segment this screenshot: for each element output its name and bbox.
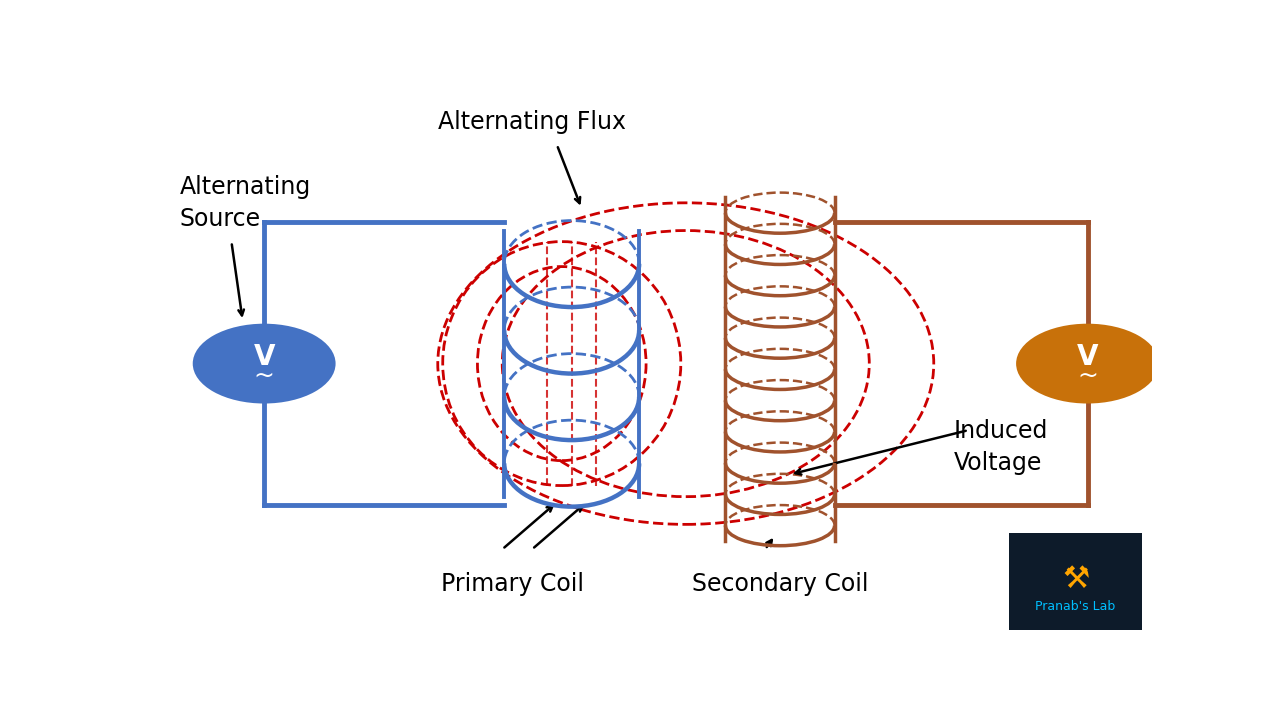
Text: V: V	[253, 343, 275, 371]
Text: ~: ~	[1076, 364, 1098, 388]
Text: Secondary Coil: Secondary Coil	[691, 572, 868, 595]
Text: Alternating Flux: Alternating Flux	[438, 109, 626, 133]
Text: Primary Coil: Primary Coil	[440, 572, 584, 595]
Text: ~: ~	[253, 364, 275, 388]
Text: V: V	[1076, 343, 1098, 371]
Text: Alternating
Source: Alternating Source	[179, 175, 311, 230]
Text: Pranab's Lab: Pranab's Lab	[1036, 600, 1116, 613]
Circle shape	[1016, 324, 1158, 403]
Text: Induced
Voltage: Induced Voltage	[954, 419, 1048, 474]
Text: ⚒: ⚒	[1062, 565, 1089, 594]
FancyBboxPatch shape	[1009, 533, 1142, 630]
Circle shape	[193, 324, 335, 403]
